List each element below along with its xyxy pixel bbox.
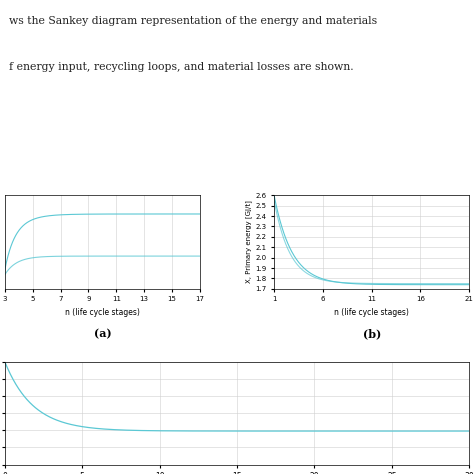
Y-axis label: X, Primary energy [GJ/t]: X, Primary energy [GJ/t] bbox=[246, 201, 253, 283]
Text: (b): (b) bbox=[363, 328, 381, 339]
Text: f energy input, recycling loops, and material losses are shown.: f energy input, recycling loops, and mat… bbox=[9, 63, 354, 73]
Text: ws the Sankey diagram representation of the energy and materials: ws the Sankey diagram representation of … bbox=[9, 16, 377, 27]
X-axis label: n (life cycle stages): n (life cycle stages) bbox=[334, 308, 409, 317]
X-axis label: n (life cycle stages): n (life cycle stages) bbox=[65, 308, 140, 317]
Text: (a): (a) bbox=[93, 328, 111, 339]
